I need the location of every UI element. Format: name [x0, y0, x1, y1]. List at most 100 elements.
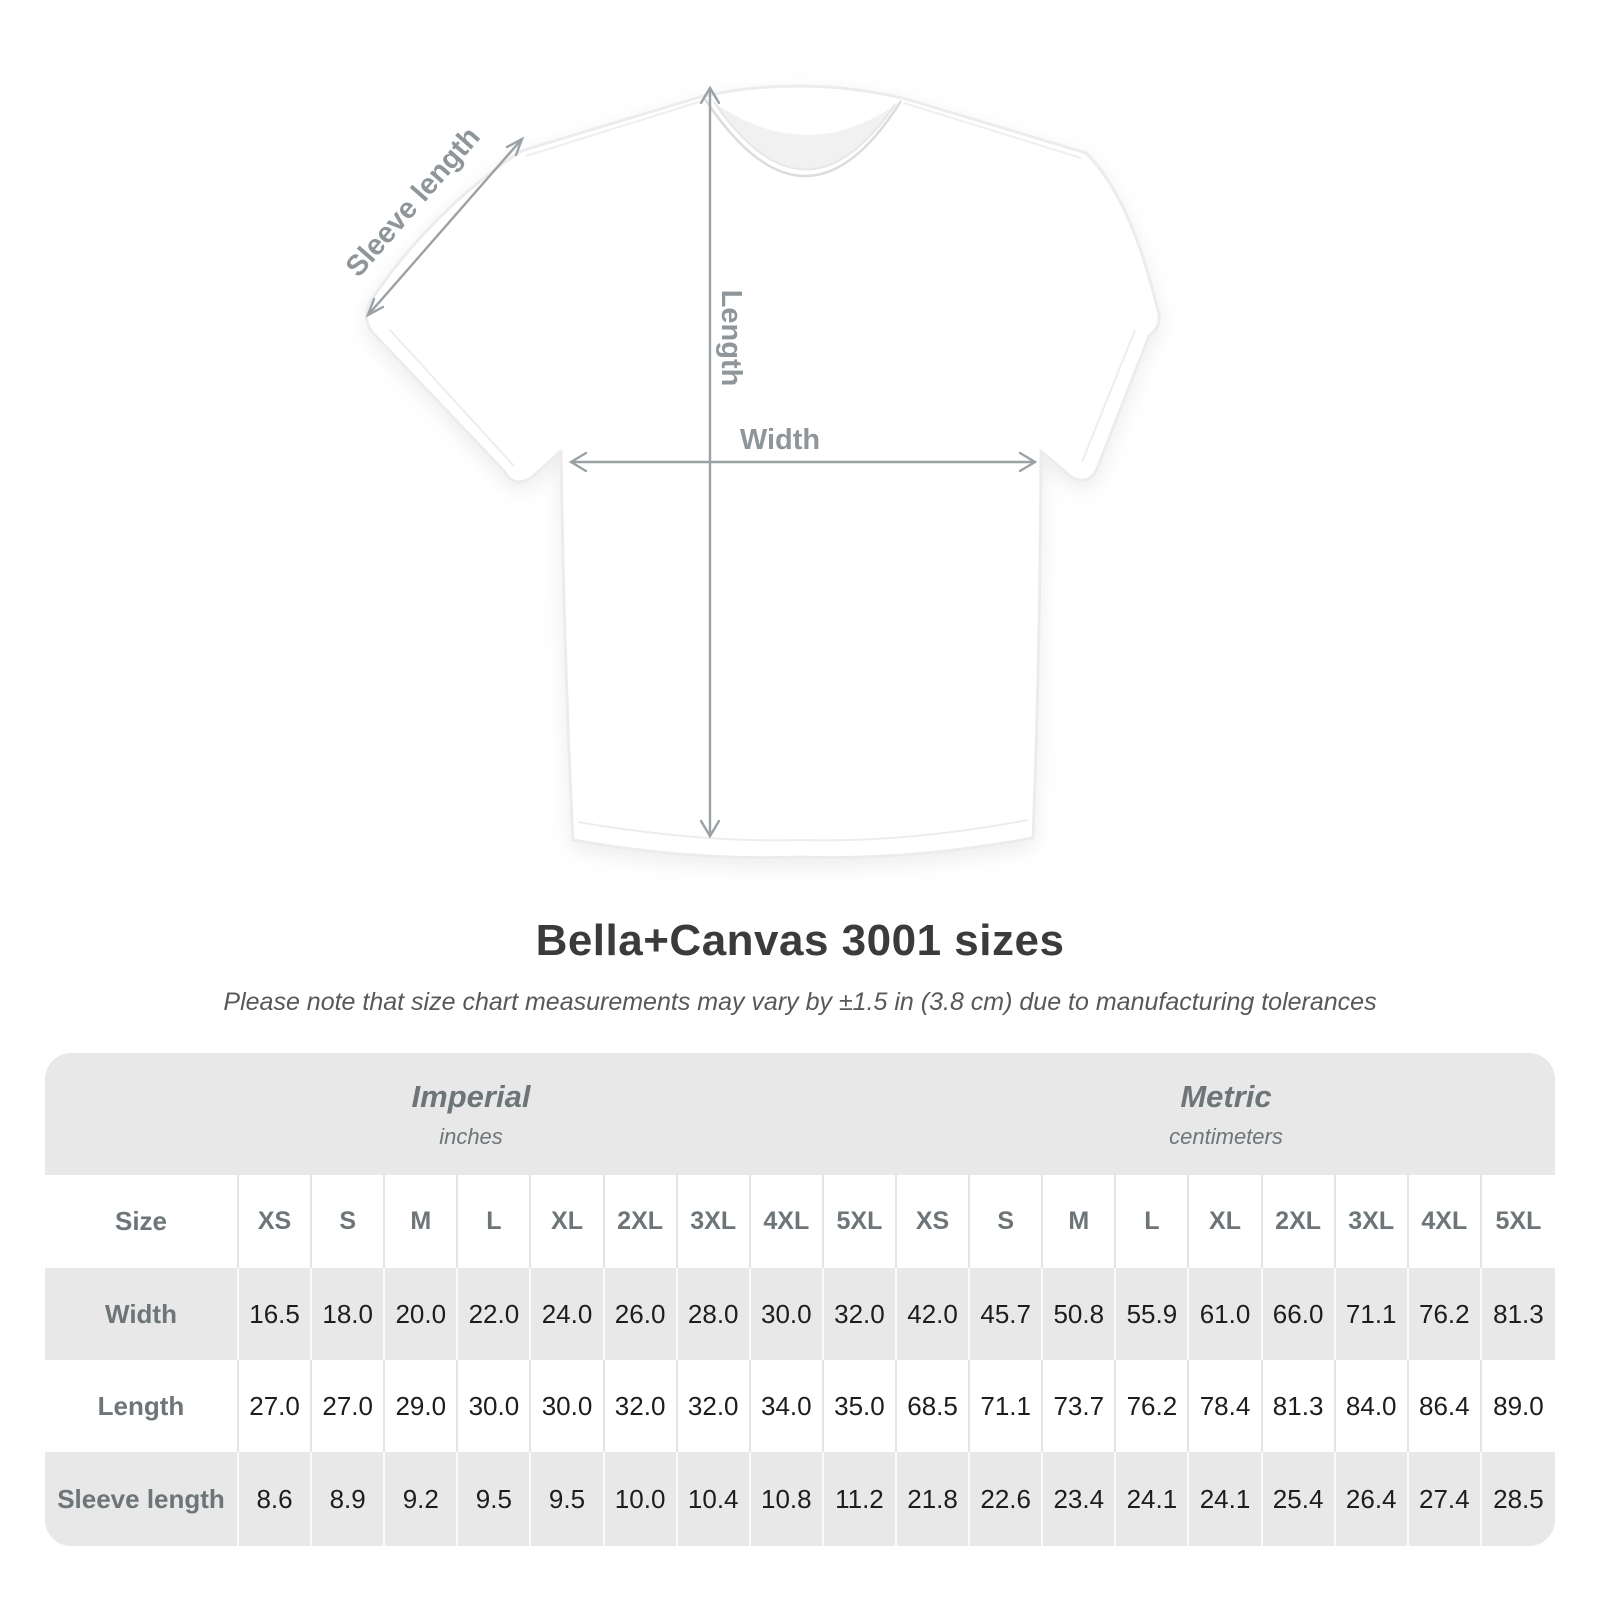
value-cell-imperial: 30.0: [750, 1268, 824, 1360]
value-cell-metric: 27.4: [1408, 1452, 1482, 1546]
value-cell-imperial: 29.0: [385, 1360, 459, 1452]
metric-section-title: Metric: [1180, 1078, 1272, 1114]
right-sleeve-hem-stitch: [1081, 329, 1136, 463]
value-cell-imperial: 24.0: [531, 1268, 605, 1360]
right-shoulder-seam: [903, 102, 1082, 159]
tolerance-note: Please note that size chart measurements…: [223, 988, 1377, 1016]
value-cell-metric: 26.4: [1335, 1452, 1409, 1546]
value-cell-metric: 86.4: [1408, 1360, 1482, 1452]
value-cell-imperial: 32.0: [823, 1268, 897, 1360]
value-cell-metric: 84.0: [1335, 1360, 1409, 1452]
value-cell-metric: 66.0: [1262, 1268, 1336, 1360]
size-corner-header: Size: [45, 1175, 239, 1268]
value-cell-metric: 61.0: [1189, 1268, 1263, 1360]
value-cell-imperial: 8.6: [239, 1452, 313, 1546]
size-header-imperial-S: S: [312, 1175, 386, 1268]
metric-section-unit: centimeters: [1169, 1123, 1283, 1149]
size-header-imperial-4XL: 4XL: [750, 1175, 824, 1268]
value-cell-metric: 22.6: [970, 1452, 1044, 1546]
collar-stitch: [713, 101, 896, 171]
value-cell-metric: 50.8: [1043, 1268, 1117, 1360]
imperial-section-unit: inches: [439, 1123, 503, 1149]
value-cell-metric: 21.8: [897, 1452, 971, 1546]
value-cell-imperial: 30.0: [458, 1360, 532, 1452]
imperial-section-title: Imperial: [411, 1078, 531, 1114]
imperial-section-header: Imperial inches: [45, 1053, 897, 1175]
value-cell-imperial: 9.2: [385, 1452, 459, 1546]
value-cell-metric: 76.2: [1408, 1268, 1482, 1360]
value-cell-imperial: 11.2: [823, 1452, 897, 1546]
size-header-metric-S: S: [970, 1175, 1044, 1268]
value-cell-metric: 68.5: [897, 1360, 971, 1452]
value-cell-imperial: 35.0: [823, 1360, 897, 1452]
metric-section-header: Metric centimeters: [897, 1053, 1555, 1175]
value-cell-metric: 71.1: [970, 1360, 1044, 1452]
size-header-imperial-3XL: 3XL: [677, 1175, 751, 1268]
size-header-metric-XL: XL: [1189, 1175, 1263, 1268]
row-label: Sleeve length: [45, 1452, 239, 1546]
value-cell-imperial: 27.0: [239, 1360, 313, 1452]
row-label: Length: [45, 1360, 239, 1452]
value-cell-metric: 45.7: [970, 1268, 1044, 1360]
value-cell-imperial: 9.5: [458, 1452, 532, 1546]
value-cell-metric: 81.3: [1262, 1360, 1336, 1452]
value-cell-imperial: 32.0: [604, 1360, 678, 1452]
value-cell-imperial: 10.0: [604, 1452, 678, 1546]
value-cell-imperial: 34.0: [750, 1360, 824, 1452]
width-arrow: [568, 451, 1038, 473]
value-cell-imperial: 10.8: [750, 1452, 824, 1546]
size-header-metric-5XL: 5XL: [1481, 1175, 1555, 1268]
value-cell-imperial: 32.0: [677, 1360, 751, 1452]
value-cell-metric: 23.4: [1043, 1452, 1117, 1546]
size-header-imperial-XL: XL: [531, 1175, 605, 1268]
size-header-metric-4XL: 4XL: [1408, 1175, 1482, 1268]
size-header-metric-L: L: [1116, 1175, 1190, 1268]
value-cell-imperial: 28.0: [677, 1268, 751, 1360]
value-cell-metric: 71.1: [1335, 1268, 1409, 1360]
size-header-imperial-L: L: [458, 1175, 532, 1268]
length-label: Length: [715, 290, 747, 387]
tshirt-outline: [365, 84, 1161, 860]
row-label: Width: [45, 1268, 239, 1360]
value-cell-metric: 24.1: [1189, 1452, 1263, 1546]
value-cell-imperial: 20.0: [385, 1268, 459, 1360]
collar-band-outer: [703, 98, 903, 178]
sleeve-length-arrow: [365, 136, 525, 318]
left-sleeve-hem-stitch: [389, 329, 515, 467]
size-header-imperial-5XL: 5XL: [823, 1175, 897, 1268]
measurement-arrows: [365, 85, 1038, 839]
value-cell-imperial: 10.4: [677, 1452, 751, 1546]
value-cell-metric: 89.0: [1481, 1360, 1555, 1452]
page-title: Bella+Canvas 3001 sizes: [535, 916, 1065, 965]
width-label: Width: [740, 424, 820, 456]
value-cell-imperial: 16.5: [239, 1268, 313, 1360]
size-chart-table: Imperial inches Metric centimeters Size X…: [45, 1053, 1555, 1546]
size-header-metric-3XL: 3XL: [1335, 1175, 1409, 1268]
value-cell-metric: 55.9: [1116, 1268, 1190, 1360]
size-header-metric-2XL: 2XL: [1262, 1175, 1336, 1268]
tshirt-illustration: [365, 84, 1161, 860]
value-cell-imperial: 18.0: [312, 1268, 386, 1360]
value-cell-imperial: 30.0: [531, 1360, 605, 1452]
size-header-imperial-XS: XS: [239, 1175, 313, 1268]
value-cell-metric: 24.1: [1116, 1452, 1190, 1546]
value-cell-metric: 73.7: [1043, 1360, 1117, 1452]
left-shoulder-seam: [525, 100, 703, 157]
size-header-metric-XS: XS: [897, 1175, 971, 1268]
value-cell-imperial: 27.0: [312, 1360, 386, 1452]
value-cell-imperial: 26.0: [604, 1268, 678, 1360]
value-cell-metric: 81.3: [1481, 1268, 1555, 1360]
value-cell-metric: 42.0: [897, 1268, 971, 1360]
value-cell-metric: 76.2: [1116, 1360, 1190, 1452]
value-cell-imperial: 9.5: [531, 1452, 605, 1546]
value-cell-metric: 28.5: [1481, 1452, 1555, 1546]
bottom-hem-stitch: [577, 819, 1029, 842]
value-cell-imperial: 8.9: [312, 1452, 386, 1546]
value-cell-metric: 78.4: [1189, 1360, 1263, 1452]
size-header-metric-M: M: [1043, 1175, 1117, 1268]
size-header-imperial-2XL: 2XL: [604, 1175, 678, 1268]
tshirt-measurement-diagram: Width Length Sleeve length: [340, 84, 1161, 860]
size-header-imperial-M: M: [385, 1175, 459, 1268]
value-cell-metric: 25.4: [1262, 1452, 1336, 1546]
